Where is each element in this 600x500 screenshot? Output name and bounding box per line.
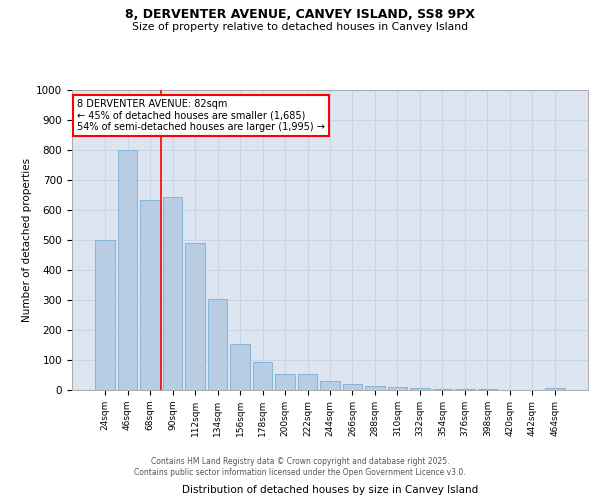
- Bar: [140, 200, 160, 390]
- Text: 8 DERVENTER AVENUE: 82sqm
← 45% of detached houses are smaller (1,685)
54% of se: 8 DERVENTER AVENUE: 82sqm ← 45% of detac…: [77, 99, 325, 132]
- Bar: [433, 388, 452, 390]
- Bar: [298, 374, 317, 390]
- Bar: [320, 381, 340, 390]
- Bar: [253, 362, 272, 390]
- Bar: [95, 240, 115, 390]
- Bar: [545, 388, 565, 390]
- Bar: [118, 150, 137, 390]
- Y-axis label: Number of detached properties: Number of detached properties: [22, 158, 32, 322]
- Bar: [230, 344, 250, 390]
- Bar: [163, 196, 182, 390]
- Bar: [410, 388, 430, 390]
- Text: Size of property relative to detached houses in Canvey Island: Size of property relative to detached ho…: [132, 22, 468, 32]
- Bar: [365, 386, 385, 390]
- Bar: [185, 243, 205, 390]
- Text: Distribution of detached houses by size in Canvey Island: Distribution of detached houses by size …: [182, 485, 478, 495]
- Bar: [343, 384, 362, 390]
- Bar: [208, 298, 227, 390]
- Bar: [275, 374, 295, 390]
- Text: 8, DERVENTER AVENUE, CANVEY ISLAND, SS8 9PX: 8, DERVENTER AVENUE, CANVEY ISLAND, SS8 …: [125, 8, 475, 20]
- Bar: [388, 387, 407, 390]
- Text: Contains HM Land Registry data © Crown copyright and database right 2025.
Contai: Contains HM Land Registry data © Crown c…: [134, 458, 466, 477]
